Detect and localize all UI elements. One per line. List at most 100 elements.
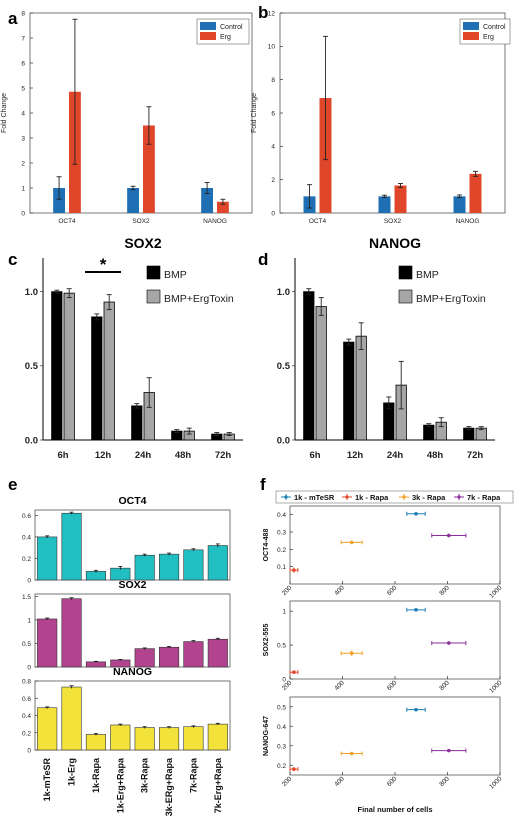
y-tick-label: 2	[21, 160, 25, 167]
y-tick-label: 2	[271, 177, 275, 184]
bar-e-SOX2-3k-Rapa	[134, 648, 155, 668]
y-tick-label: 0	[271, 210, 275, 217]
legend-label: Control	[483, 24, 506, 31]
axes-frame	[34, 593, 231, 668]
bar-e-NANOG-7k-Erg+Rapa	[207, 723, 228, 751]
legend-swatch	[200, 22, 216, 30]
x-tick-label: 400	[333, 775, 346, 788]
data-point-1k - Rapa	[292, 670, 296, 675]
x-tick-label: 1k-Erg+Rapa	[115, 757, 125, 813]
legend-marker	[457, 495, 461, 499]
legend-label: BMP+ErgToxin	[164, 293, 234, 305]
x-tick-label: 1k-Rapa	[91, 757, 101, 793]
bar-a-Erg-NANOG	[217, 201, 229, 213]
legend-swatch	[398, 289, 413, 304]
data-point-7k - Rapa	[447, 748, 451, 753]
bar-a-Control-SOX2	[127, 188, 139, 213]
legend-label: BMP+ErgToxin	[416, 293, 486, 305]
bar-e-SOX2-1k-Rapa	[85, 661, 106, 668]
y-tick-label: 0.5	[25, 361, 39, 372]
bar-d-BMP+ErgToxin-6h	[315, 306, 327, 441]
y-tick-label: 1	[21, 185, 25, 192]
x-tick-label: OCT4	[58, 218, 76, 225]
y-tick-label: 3	[21, 135, 25, 142]
x-tick-label: 48h	[175, 450, 192, 461]
legend-label: 1k - mTeSR	[294, 493, 335, 502]
y-axis-label: SOX2-555	[263, 624, 270, 657]
y-tick-label: 0.5	[277, 361, 291, 372]
bar-e-OCT4-3k-ERg+Rapa	[159, 553, 180, 581]
chart-c	[40, 258, 243, 441]
legend-marker	[402, 495, 406, 499]
y-tick-label: 0.5	[277, 704, 286, 711]
subplot-f-NANOG-647	[289, 696, 501, 776]
y-tick-label: 0	[27, 748, 31, 755]
legend-swatch	[146, 265, 161, 280]
legend-swatch	[398, 265, 413, 280]
x-tick-label: 1000	[488, 679, 503, 694]
y-tick-label: 0.4	[277, 724, 286, 731]
bar-e-SOX2-1k-Erg	[61, 598, 82, 668]
x-tick-label: 800	[438, 775, 451, 788]
y-tick-label: 0.4	[22, 713, 31, 720]
x-tick-label: NANOG	[456, 218, 480, 225]
x-tick-label: NANOG	[203, 218, 227, 225]
chart-title: SOX2	[124, 235, 162, 251]
x-tick-label: 7k-Rapa	[188, 757, 198, 793]
bar-b-Erg-SOX2	[394, 185, 407, 213]
y-tick-label: 10	[268, 44, 276, 51]
legend-label: Erg	[220, 34, 231, 41]
legend-label: Erg	[483, 34, 494, 41]
x-tick-label: 800	[438, 679, 451, 692]
bar-c-BMP-6h	[51, 291, 63, 441]
x-tick-label: 6h	[57, 450, 68, 461]
y-tick-label: 0	[21, 210, 25, 217]
bar-c-BMP+ErgToxin-12h	[103, 301, 115, 441]
y-tick-label: 1.0	[25, 287, 38, 298]
y-tick-label: 8	[271, 77, 275, 84]
y-tick-label: 1.5	[22, 594, 31, 601]
bar-b-Control-SOX2	[378, 196, 391, 213]
panel-letter-c: c	[8, 250, 17, 269]
x-tick-label: 12h	[95, 450, 112, 461]
x-tick-label: 48h	[427, 450, 444, 461]
y-tick-label: 0.2	[22, 730, 31, 737]
bar-e-SOX2-1k-mTeSR	[37, 618, 58, 668]
x-tick-label: 1000	[488, 775, 503, 790]
subplot-e-SOX2	[34, 593, 231, 668]
panel-letter-e: e	[8, 475, 17, 494]
y-tick-label: 0.4	[277, 512, 286, 519]
x-axis-label: Final number of cells	[357, 805, 432, 814]
bar-e-NANOG-1k-Rapa	[85, 734, 106, 751]
y-tick-label: 0.4	[22, 534, 31, 541]
data-point-3k - Rapa	[349, 540, 354, 545]
x-tick-label: 600	[386, 584, 399, 597]
y-tick-label: 1.0	[277, 287, 290, 298]
bar-a-Control-NANOG	[201, 188, 213, 213]
bar-c-BMP-12h	[91, 316, 103, 441]
bar-a-Erg-SOX2	[143, 125, 155, 213]
panel-letter-f: f	[260, 475, 266, 494]
y-tick-label: 0	[27, 665, 31, 672]
x-tick-label: 200	[281, 775, 294, 788]
data-point-1k - Rapa	[292, 767, 296, 771]
bar-d-BMP-48h	[423, 424, 435, 441]
x-tick-label: 200	[281, 584, 294, 597]
subplot-f-OCT4-488	[289, 505, 501, 585]
bar-e-NANOG-3k-ERg+Rapa	[159, 727, 180, 751]
subplot-e-OCT4	[34, 509, 231, 581]
data-point-1k - mTeSR	[414, 707, 418, 712]
legend-swatch	[200, 32, 216, 40]
data-point-7k - Rapa	[447, 533, 451, 538]
y-tick-label: 0.3	[277, 743, 286, 750]
subplot-title: NANOG	[113, 666, 152, 678]
y-tick-label: 0.5	[277, 643, 286, 650]
bar-e-OCT4-1k-Erg	[61, 512, 82, 581]
legend-label: 1k - Rapa	[355, 493, 389, 502]
bar-e-NANOG-1k-mTeSR	[37, 707, 58, 751]
axes-frame	[289, 505, 501, 585]
y-tick-label: 4	[271, 144, 275, 151]
x-tick-label: 400	[333, 584, 346, 597]
x-tick-label: 1k-mTeSR	[42, 758, 52, 802]
